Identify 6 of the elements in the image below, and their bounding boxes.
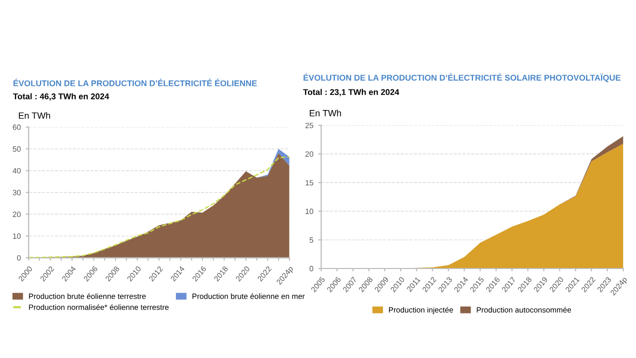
chart-subtitle: Total : 46,3 TWh en 2024 [13,93,110,101]
chart-subtitle: Total : 23,1 TWh en 2024 [303,88,400,96]
chart-title: ÉVOLUTION DE LA PRODUCTION D’ÉLECTRICITÉ SOLAIRE PHOTOVOLTAÏQUE [304,73,620,82]
chart-title: ÉVOLUTION DE LA PRODUCTION D’ÉLECTRICITÉ ÉOLIENNE [14,78,257,86]
y-axis-title: En TWh [310,110,341,116]
y-axis-title: En TWh [18,112,50,119]
